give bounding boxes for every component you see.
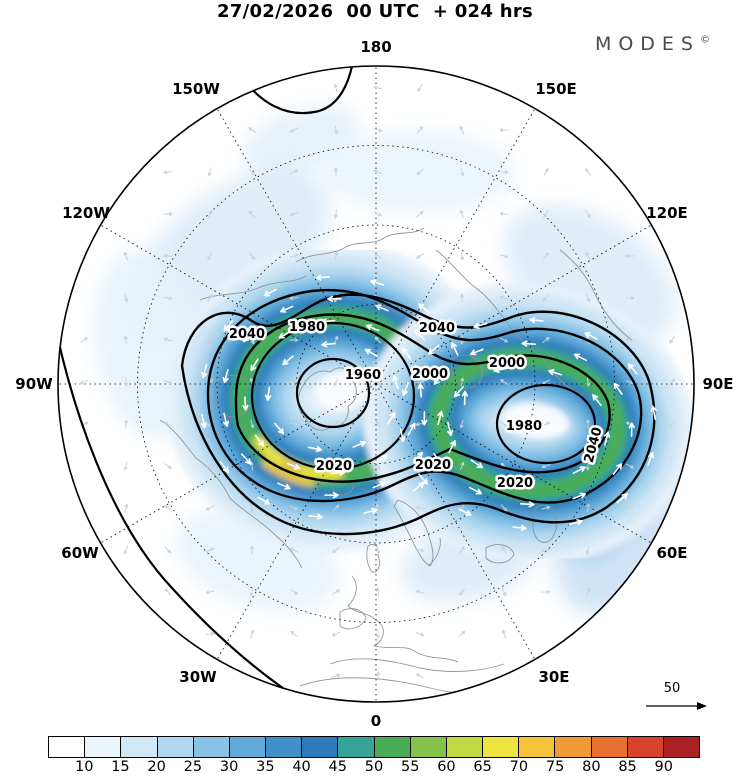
colorbar-cell [120, 737, 157, 757]
jet-wind-arrows [446, 366, 611, 484]
longitude-label: 0 [371, 712, 381, 730]
map-boundary [57, 65, 695, 703]
contour-label: 1980 [506, 419, 542, 434]
colorbar-cell [482, 737, 519, 757]
modes-logo-text: MODES [594, 33, 700, 55]
colorbar-cell [337, 737, 374, 757]
height-contours [58, 66, 694, 702]
colorbar [48, 736, 700, 758]
colorbar-tick: 50 [364, 759, 384, 775]
colorbar-cell [626, 737, 663, 757]
jet-wind-arrows [242, 318, 424, 476]
jet-wind-arrows [399, 317, 657, 531]
contour-label: 1980 [289, 320, 325, 335]
longitude-label: 120W [62, 204, 110, 222]
chart-title: 27/02/2026 00 UTC + 024 hrs [216, 1, 534, 22]
copyright-mark: © [700, 34, 710, 46]
colorbar-cell [301, 737, 338, 757]
longitude-label: 120E [646, 204, 688, 222]
colorbar-tick: 55 [400, 759, 420, 775]
colorbar-cell [662, 737, 700, 757]
colorbar-cell [554, 737, 591, 757]
colorbar-cell [192, 737, 229, 757]
contour-label: 2000 [489, 356, 525, 371]
colorbar-tick-labels: 10 15 20 25 30 35 40 45 50 55 60 65 70 75 80 85 90 [48, 759, 700, 781]
longitude-label: 150W [172, 80, 220, 98]
longitude-label: 30E [538, 668, 569, 686]
colorbar-cell [49, 737, 85, 757]
colorbar-cell [84, 737, 121, 757]
colorbar-tick: 15 [111, 759, 130, 775]
colorbar-tick: 90 [654, 759, 673, 775]
contour-label: 2020 [415, 458, 451, 473]
colorbar-cell [518, 737, 555, 757]
contour-label: 2000 [412, 367, 448, 382]
jet-wind-arrows [421, 340, 635, 508]
contour-label: 2020 [497, 476, 533, 491]
jet-wind-arrows [222, 295, 444, 499]
colorbar-cell [265, 737, 302, 757]
longitude-label: 60E [656, 544, 687, 562]
jet-wind-arrows [200, 274, 469, 520]
colorbar-tick: 40 [292, 759, 311, 775]
contour-label: 2040 [229, 327, 265, 342]
contour-label: 2020 [316, 459, 352, 474]
longitude-label: 60W [61, 544, 99, 562]
longitude-label: 30W [179, 668, 217, 686]
wind-shading-jet [166, 241, 693, 566]
coastlines [159, 227, 633, 696]
colorbar-tick: 70 [509, 759, 529, 775]
colorbar-cell [228, 737, 266, 757]
colorbar-tick: 80 [582, 759, 601, 775]
colorbar-tick: 35 [256, 759, 275, 775]
colorbar-tick: 85 [618, 759, 637, 775]
longitude-labels: 180 150W 150E 120W 120E 90W 90E 60W 60E 30W 30E 0 [15, 38, 733, 730]
modes-logo: MODES© [595, 33, 710, 55]
longitude-label: 150E [535, 80, 577, 98]
colorbar-tick: 75 [545, 759, 565, 775]
colorbar-tick: 65 [473, 759, 492, 775]
colorbar-tick: 60 [437, 759, 456, 775]
colorbar-cell [409, 737, 446, 757]
wind-reference-value: 50 [664, 681, 681, 696]
colorbar-tick: 45 [328, 759, 347, 775]
colorbar-cell [373, 737, 410, 757]
jet-wind-arrows [265, 341, 399, 453]
wind-reference-arrowhead [697, 702, 707, 710]
map-interior [58, 66, 694, 702]
colorbar-cell [590, 737, 627, 757]
longitude-label: 180 [360, 38, 391, 56]
colorbar-cell [445, 737, 483, 757]
contour-label: 1960 [345, 368, 381, 383]
colorbar-cell [156, 737, 193, 757]
colorbar-tick: 10 [74, 759, 94, 775]
contour-label: 2040 [419, 321, 455, 336]
colorbar-tick: 30 [219, 759, 239, 775]
longitude-label: 90E [702, 375, 733, 393]
wind-reference: 50 [646, 681, 707, 710]
colorbar-tick: 25 [183, 759, 203, 775]
colorbar-tick: 20 [147, 759, 166, 775]
longitude-label: 90W [15, 375, 53, 393]
